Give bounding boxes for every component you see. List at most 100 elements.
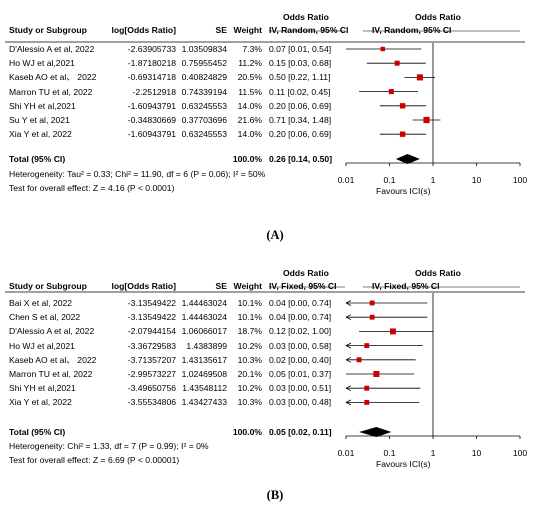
study-name: Marron TU et al, 2022 — [9, 86, 93, 97]
study-name: Ho WJ et al,2021 — [9, 340, 75, 351]
header-ci-method: IV, Fixed, 95% CI — [269, 281, 337, 291]
study-log-or: -1.60943791 — [127, 100, 176, 111]
axis-tick-label: 0.01 — [337, 175, 355, 185]
study-log-or: -2.63905733 — [127, 44, 176, 54]
total-label: Total (95% CI) — [9, 154, 66, 164]
plot-group-title: Odds Ratio — [415, 12, 461, 22]
header-log-or: log[Odds Ratio] — [111, 25, 176, 35]
study-ci: 0.03 [0.00, 0.48] — [269, 397, 332, 408]
study-ci: 0.15 [0.03, 0.68] — [269, 58, 332, 69]
study-ci: 0.02 [0.00, 0.40] — [269, 354, 332, 365]
overall-effect-test: Test for overall effect: Z = 4.16 (P < 0… — [9, 183, 175, 193]
point-estimate — [389, 328, 396, 335]
point-estimate — [388, 89, 394, 95]
study-weight: 10.2% — [237, 383, 262, 394]
study-weight: 20.5% — [237, 72, 262, 83]
study-weight: 10.3% — [237, 397, 262, 408]
ci-arrow — [345, 342, 352, 349]
study-log-or: -0.34830669 — [127, 115, 176, 125]
study-name: Su Y et al, 2021 — [9, 115, 70, 125]
study-log-or: -0.69314718 — [127, 72, 176, 83]
ci-arrow — [345, 385, 352, 392]
study-name: Shi YH et al,2021 — [9, 383, 76, 394]
study-name: Kaseb AO et al、 2022 — [9, 354, 97, 365]
study-log-or: -3.49650756 — [127, 383, 176, 394]
total-diamond — [359, 427, 392, 437]
study-se: 0.40824829 — [181, 72, 227, 83]
study-se: 1.44463024 — [181, 312, 227, 323]
study-log-or: -3.36729583 — [127, 340, 176, 351]
header-ci-method: IV, Random, 95% CI — [269, 25, 349, 35]
point-estimate — [394, 60, 400, 66]
study-se: 0.74339194 — [181, 86, 227, 97]
study-name: Xia Y et al, 2022 — [9, 397, 72, 408]
study-ci: 0.50 [0.22, 1.11] — [269, 72, 331, 83]
plot-group-title: Odds Ratio — [415, 268, 461, 278]
study-log-or: -2.07944154 — [127, 326, 176, 337]
study-se: 1.43135617 — [181, 354, 227, 365]
study-ci: 0.03 [0.00, 0.51] — [269, 383, 332, 394]
total-ci: 0.26 [0.14, 0.50] — [269, 154, 333, 164]
header-weight: Weight — [233, 25, 262, 35]
study-ci: 0.05 [0.01, 0.37] — [269, 369, 332, 379]
header-weight: Weight — [233, 281, 262, 291]
study-se: 1.44463024 — [181, 298, 227, 308]
favours-label: Favours ICI(s) — [376, 186, 431, 196]
study-name: Marron TU et al, 2022 — [9, 369, 93, 379]
point-estimate — [364, 399, 370, 405]
header-study: Study or Subgroup — [9, 281, 87, 291]
study-se: 0.75955452 — [181, 58, 227, 69]
point-estimate — [423, 116, 430, 124]
total-weight: 100.0% — [232, 427, 262, 437]
study-weight: 7.3% — [242, 44, 262, 54]
total-weight: 100.0% — [232, 154, 262, 164]
study-name: Xia Y et al, 2022 — [9, 129, 72, 140]
heterogeneity-text: Heterogeneity: Tau² = 0.33; Chi² = 11.90… — [9, 169, 266, 179]
axis-tick-label: 0.1 — [383, 175, 396, 185]
study-name: Bai X et al, 2022 — [9, 298, 73, 308]
point-estimate — [369, 314, 375, 320]
ci-arrow — [345, 300, 352, 306]
study-weight: 11.2% — [238, 58, 262, 69]
study-weight: 10.2% — [237, 340, 262, 351]
axis-tick-label: 0.1 — [383, 448, 396, 458]
header-plot-method: IV, Random, 95% CI — [372, 25, 452, 35]
axis-tick-label: 10 — [471, 175, 482, 185]
study-name: Chen S et al, 2022 — [9, 312, 81, 323]
study-ci: 0.03 [0.00, 0.58] — [269, 340, 332, 351]
study-name: Kaseb AO et al、 2022 — [9, 72, 97, 83]
study-ci: 0.04 [0.00, 0.74] — [269, 312, 332, 323]
axis-tick-label: 10 — [471, 448, 482, 458]
study-name: D'Alessio A et al, 2022 — [9, 326, 95, 337]
study-name: Shi YH et al,2021 — [9, 100, 76, 111]
header-study: Study or Subgroup — [9, 25, 87, 35]
study-log-or: -3.13549422 — [127, 312, 176, 323]
panel-caption: (B) — [266, 488, 284, 502]
study-se: 0.63245553 — [181, 100, 227, 111]
study-log-or: -1.87180218 — [127, 58, 176, 69]
study-weight: 10.1% — [237, 312, 262, 323]
effect-group-title: Odds Ratio — [283, 268, 329, 278]
favours-label: Favours ICI(s) — [376, 459, 431, 469]
point-estimate — [373, 370, 380, 378]
study-ci: 0.20 [0.06, 0.69] — [269, 100, 332, 111]
study-ci: 0.04 [0.00, 0.74] — [269, 298, 332, 308]
study-se: 0.63245553 — [181, 129, 227, 140]
study-se: 0.37703696 — [181, 115, 227, 125]
point-estimate — [364, 343, 370, 349]
total-ci: 0.05 [0.02, 0.11] — [269, 427, 332, 437]
study-ci: 0.07 [0.01, 0.54] — [269, 44, 332, 54]
axis-tick-label: 100 — [512, 175, 528, 185]
effect-group-title: Odds Ratio — [283, 12, 329, 22]
point-estimate — [364, 385, 370, 391]
study-log-or: -3.55534806 — [127, 397, 176, 408]
heterogeneity-text: Heterogeneity: Chi² = 1.33, df = 7 (P = … — [9, 441, 209, 451]
study-name: D'Alessio A et al, 2022 — [9, 44, 95, 54]
overall-effect-test: Test for overall effect: Z = 6.69 (P < 0… — [9, 455, 180, 465]
study-log-or: -3.71357207 — [127, 354, 176, 365]
ci-arrow — [345, 314, 352, 321]
axis-tick-label: 100 — [512, 448, 528, 458]
header-log-or: log[Odds Ratio] — [111, 281, 176, 291]
study-weight: 10.3% — [237, 354, 262, 365]
